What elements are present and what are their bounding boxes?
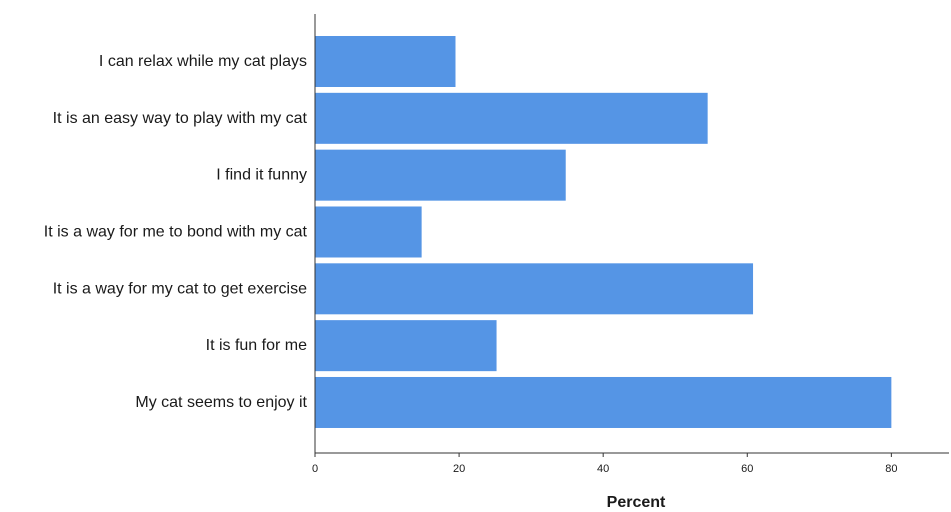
bars-group <box>315 36 892 428</box>
x-tick-label-1: 20 <box>453 463 465 475</box>
bar-4 <box>315 263 754 315</box>
category-label-0: I can relax while my cat plays <box>99 53 307 70</box>
bar-3 <box>315 206 422 258</box>
x-tick-label-2: 40 <box>597 463 609 475</box>
category-label-5: It is fun for me <box>206 337 307 354</box>
bar-2 <box>315 149 566 201</box>
category-label-4: It is a way for my cat to get exercise <box>53 280 307 297</box>
x-tick-label-4: 80 <box>885 463 897 475</box>
bar-1 <box>315 92 708 144</box>
category-labels-group: I can relax while my cat plays It is an e… <box>44 53 308 411</box>
bar-0 <box>315 36 456 87</box>
x-tick-label-0: 0 <box>312 463 318 475</box>
category-label-3: It is a way for me to bond with my cat <box>44 223 308 240</box>
x-ticks-group: 0 20 40 60 80 <box>312 453 897 475</box>
category-label-6: My cat seems to enjoy it <box>135 394 307 411</box>
x-axis-title: Percent <box>607 494 666 511</box>
bar-5 <box>315 320 497 372</box>
category-label-1: It is an easy way to play with my cat <box>53 110 308 127</box>
bar-6 <box>315 376 892 428</box>
category-label-2: I find it funny <box>216 167 307 184</box>
x-tick-label-3: 60 <box>741 463 753 475</box>
